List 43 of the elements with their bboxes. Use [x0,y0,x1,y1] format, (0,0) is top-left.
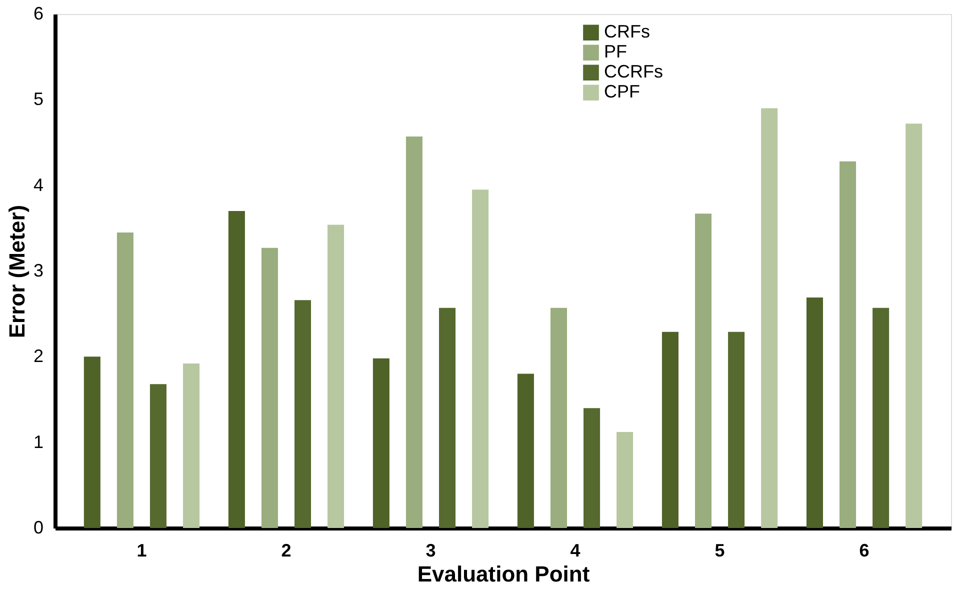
x-tick-label: 2 [281,540,292,560]
bar [472,190,489,528]
bar [183,364,200,528]
y-tick-label: 4 [33,174,44,195]
bar [294,300,311,528]
bar [372,358,390,528]
y-tick-label: 3 [33,260,44,280]
legend-label: CPF [604,82,640,102]
x-tick-label: 3 [426,540,436,560]
x-tick-label: 5 [714,540,725,560]
x-axis-title: Evaluation Point [417,562,590,586]
y-tick-label: 1 [33,432,44,452]
bar [695,214,712,528]
bar [84,356,100,528]
x-tick-label: 6 [859,540,870,560]
bar [116,232,134,528]
bar [728,332,745,528]
bar [261,248,278,528]
bar [872,308,890,528]
bar [840,161,856,528]
bar [761,108,778,528]
legend-label: CRFs [604,22,650,42]
bar [517,374,534,528]
bar [228,211,245,528]
y-axis-title: Error (Meter) [4,204,30,338]
x-tick-label: 1 [136,540,147,560]
y-tick-label: 6 [33,4,44,24]
legend-label: CCRFs [604,62,663,82]
bar [584,408,600,528]
bar [550,308,567,528]
bar [328,224,344,528]
y-tick-label: 0 [33,518,44,538]
y-tick-label: 5 [33,89,44,110]
bar [806,298,823,528]
legend-label: PF [604,42,628,62]
x-tick-label: 4 [570,540,580,560]
bar [662,332,678,528]
bar [439,308,456,528]
bar [906,124,922,528]
y-tick-label: 2 [33,346,44,366]
bar [406,136,422,528]
bar [150,384,166,528]
bar [616,432,634,528]
